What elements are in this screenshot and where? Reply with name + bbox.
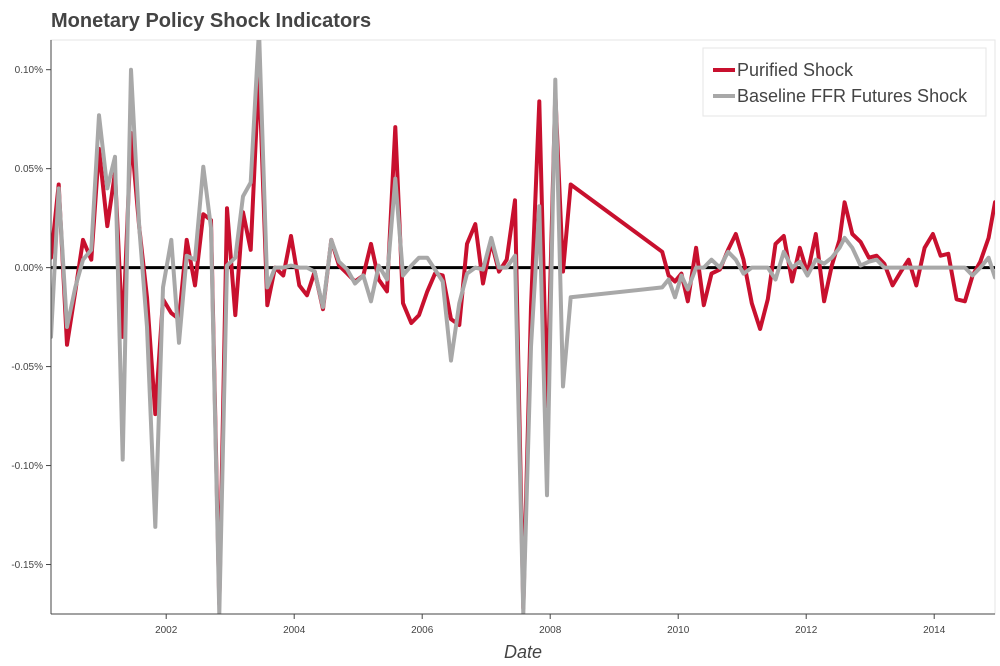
x-tick-label: 2010 xyxy=(667,625,690,636)
y-tick-label: 0.10% xyxy=(15,65,43,76)
y-axis: -0.15% -0.10% -0.05% 0.00% 0.05% 0.10% xyxy=(11,40,52,614)
y-tick-label: -0.10% xyxy=(11,461,43,472)
x-tick-label: 2006 xyxy=(411,625,434,636)
x-tick-label: 2002 xyxy=(155,625,178,636)
series-line-baseline-ffr-futures-shock xyxy=(51,40,995,614)
x-tick-label: 2012 xyxy=(795,625,818,636)
legend: Purified Shock Baseline FFR Futures Shock xyxy=(702,47,987,117)
legend-label: Purified Shock xyxy=(737,60,854,80)
x-tick-label: 2004 xyxy=(283,625,306,636)
y-tick-label: 0.00% xyxy=(15,263,43,274)
legend-label: Baseline FFR Futures Shock xyxy=(737,86,968,106)
x-tick-label: 2014 xyxy=(923,625,946,636)
x-axis-title: Date xyxy=(504,642,542,662)
y-tick-label: 0.05% xyxy=(15,164,43,175)
series-line-purified-shock xyxy=(51,67,995,611)
y-tick-label: -0.05% xyxy=(11,362,43,373)
chart-title: Monetary Policy Shock Indicators xyxy=(51,10,372,32)
plot-area xyxy=(50,39,996,615)
y-tick-label: -0.15% xyxy=(11,560,43,571)
legend-box xyxy=(702,47,987,117)
x-axis: 2002 2004 2006 2008 2010 2012 2014 xyxy=(51,613,995,636)
x-tick-label: 2008 xyxy=(539,625,562,636)
